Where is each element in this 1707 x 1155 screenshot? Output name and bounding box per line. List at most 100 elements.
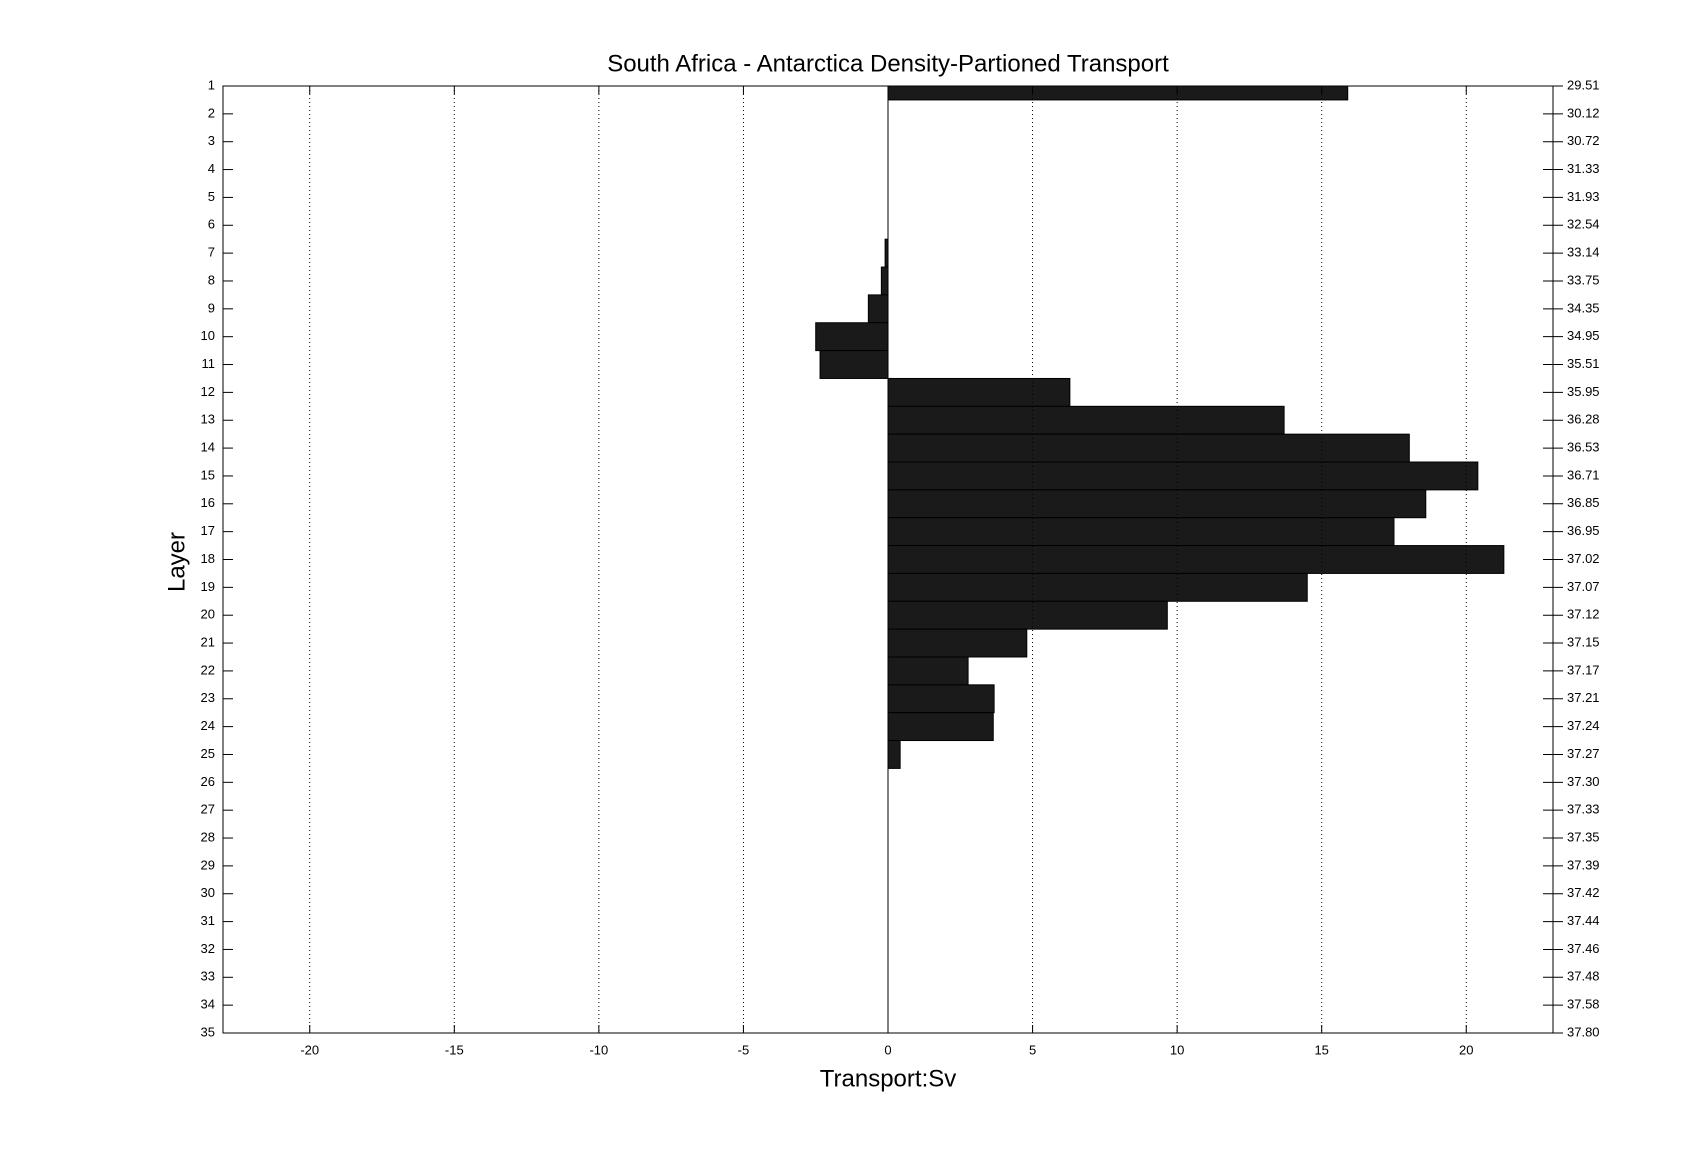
y-tick-label: 8 bbox=[208, 272, 215, 287]
x-tick-label: -10 bbox=[589, 1042, 608, 1057]
y2-tick-label: 37.12 bbox=[1567, 607, 1600, 622]
y2-tick-label: 33.14 bbox=[1567, 245, 1600, 260]
bar bbox=[887, 405, 1285, 435]
y2-tick-label: 37.44 bbox=[1567, 913, 1600, 928]
y2-tick-label: 37.46 bbox=[1567, 941, 1600, 956]
y-tick-label: 29 bbox=[201, 857, 215, 872]
bar bbox=[887, 600, 1168, 630]
y2-tick-label: 37.39 bbox=[1567, 857, 1600, 872]
y2-tick-label: 36.71 bbox=[1567, 467, 1600, 482]
y-tick-label: 1 bbox=[208, 77, 215, 92]
y2-tick-label: 36.28 bbox=[1567, 412, 1600, 427]
bar bbox=[867, 294, 889, 324]
y-tick-label: 11 bbox=[202, 356, 216, 371]
y-tick-label: 30 bbox=[201, 885, 215, 900]
y2-tick-label: 37.48 bbox=[1567, 969, 1600, 984]
y-axis-title: Layer bbox=[163, 532, 190, 592]
y-tick-label: 7 bbox=[208, 245, 215, 260]
x-tick-label: -5 bbox=[738, 1042, 750, 1057]
bar bbox=[887, 628, 1028, 658]
y2-tick-label: 37.21 bbox=[1567, 690, 1600, 705]
y-tick-label: 34 bbox=[201, 997, 215, 1012]
y-tick-label: 4 bbox=[208, 161, 215, 176]
x-axis-title: Transport:Sv bbox=[820, 1065, 957, 1092]
y2-tick-label: 37.80 bbox=[1567, 1024, 1600, 1039]
y-tick-label: 18 bbox=[201, 551, 215, 566]
y-tick-label: 19 bbox=[201, 579, 215, 594]
y-tick-label: 13 bbox=[201, 412, 215, 427]
y2-tick-label: 35.95 bbox=[1567, 384, 1600, 399]
y2-tick-label: 34.35 bbox=[1567, 300, 1600, 315]
y2-tick-label: 36.95 bbox=[1567, 523, 1600, 538]
bar bbox=[887, 545, 1505, 574]
y2-tick-label: 37.58 bbox=[1567, 997, 1600, 1012]
y-tick-label: 32 bbox=[201, 941, 215, 956]
y-tick-label: 15 bbox=[201, 467, 215, 482]
y2-tick-label: 31.33 bbox=[1567, 161, 1600, 176]
y2-tick-label: 37.24 bbox=[1567, 718, 1600, 733]
y-tick-label: 6 bbox=[208, 217, 215, 232]
y-tick-label: 3 bbox=[208, 133, 215, 148]
bar bbox=[887, 433, 1410, 463]
bar bbox=[887, 461, 1479, 491]
bar bbox=[815, 322, 889, 352]
y-tick-label: 23 bbox=[201, 690, 215, 705]
y2-tick-label: 37.02 bbox=[1567, 551, 1600, 566]
y2-tick-label: 37.35 bbox=[1567, 829, 1600, 844]
y-tick-label: 27 bbox=[201, 802, 215, 817]
y-tick-label: 25 bbox=[201, 746, 215, 761]
x-tick-label: 10 bbox=[1170, 1042, 1184, 1057]
y2-tick-label: 36.53 bbox=[1567, 440, 1600, 455]
y-tick-label: 16 bbox=[201, 495, 215, 510]
y-tick-label: 20 bbox=[201, 607, 215, 622]
y-tick-label: 26 bbox=[201, 774, 215, 789]
y-tick-label: 17 bbox=[201, 523, 215, 538]
x-tick-label: 15 bbox=[1314, 1042, 1328, 1057]
bar bbox=[887, 572, 1308, 602]
y2-tick-label: 30.72 bbox=[1567, 133, 1600, 148]
y-tick-label: 22 bbox=[201, 662, 215, 677]
chart-title: South Africa - Antarctica Density-Partio… bbox=[607, 50, 1169, 77]
y2-tick-label: 33.75 bbox=[1567, 272, 1600, 287]
y-tick-label: 5 bbox=[208, 189, 215, 204]
y2-tick-label: 37.33 bbox=[1567, 802, 1600, 817]
y-tick-label: 31 bbox=[201, 913, 215, 928]
bar bbox=[887, 656, 969, 686]
bar bbox=[887, 517, 1395, 547]
x-tick-label: 20 bbox=[1459, 1042, 1473, 1057]
bar-group bbox=[815, 86, 1505, 769]
y2-tick-label: 37.42 bbox=[1567, 885, 1600, 900]
y2-tick-label: 37.30 bbox=[1567, 774, 1600, 789]
y2-tick-label: 31.93 bbox=[1567, 189, 1600, 204]
y-tick-label: 35 bbox=[201, 1024, 215, 1039]
y-tick-label: 21 bbox=[201, 634, 215, 649]
bar bbox=[819, 350, 889, 379]
y2-tick-label: 29.51 bbox=[1567, 77, 1600, 92]
y2-tick-label: 37.27 bbox=[1567, 746, 1600, 761]
y-tick-label: 24 bbox=[201, 718, 215, 733]
y2-tick-label: 36.85 bbox=[1567, 495, 1600, 510]
y2-tick-label: 37.17 bbox=[1567, 662, 1600, 677]
bar bbox=[887, 740, 901, 769]
y2-tick-label: 37.15 bbox=[1567, 634, 1600, 649]
y-tick-label: 10 bbox=[201, 328, 215, 343]
bar bbox=[887, 377, 1071, 407]
bar bbox=[880, 266, 889, 296]
bar bbox=[887, 489, 1427, 519]
y-tick-label: 9 bbox=[208, 300, 215, 315]
y2-tick-label: 35.51 bbox=[1567, 356, 1600, 371]
y-tick-label: 2 bbox=[208, 105, 215, 120]
y2-tick-label: 34.95 bbox=[1567, 328, 1600, 343]
x-tick-label: 0 bbox=[884, 1042, 891, 1057]
y-tick-label: 12 bbox=[201, 384, 215, 399]
bar bbox=[887, 712, 994, 742]
y2-tick-label: 32.54 bbox=[1567, 217, 1600, 232]
x-tick-label: -15 bbox=[445, 1042, 464, 1057]
y2-tick-label: 30.12 bbox=[1567, 105, 1600, 120]
x-tick-label: 5 bbox=[1029, 1042, 1036, 1057]
y-tick-label: 33 bbox=[201, 969, 215, 984]
y-tick-label: 14 bbox=[201, 440, 215, 455]
bar bbox=[887, 684, 995, 714]
y2-tick-label: 37.07 bbox=[1567, 579, 1600, 594]
